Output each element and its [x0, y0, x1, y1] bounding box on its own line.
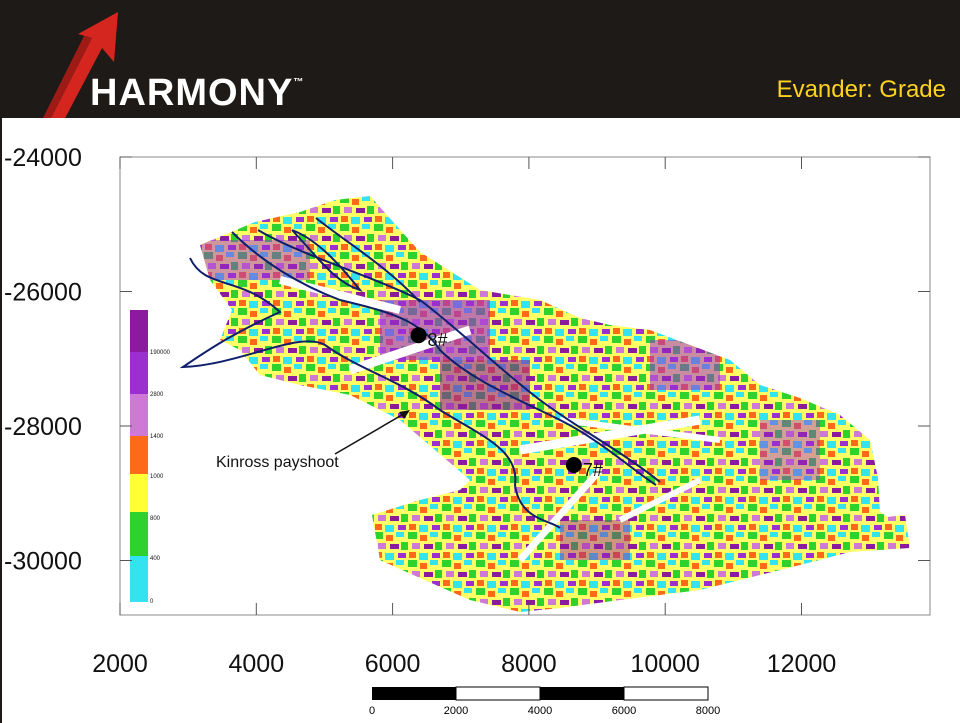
y-tick-label-1: -26000	[4, 279, 82, 307]
harmony-logo: HARMONY™	[90, 74, 304, 112]
legend-swatch-6	[130, 556, 148, 602]
legend-swatch-3	[130, 436, 148, 474]
y-axis: -24000 -26000 -28000 -30000	[4, 144, 930, 576]
x-tick-label-2: 6000	[365, 650, 421, 678]
y-tick-label-0: -24000	[4, 144, 82, 172]
logo-trademark: ™	[293, 77, 305, 88]
legend-label-0: 190000	[150, 350, 171, 356]
slide-title: Evander: Grade	[776, 76, 946, 103]
shaft-marker-0	[410, 327, 427, 344]
logo-wordmark: HARMONY	[90, 72, 294, 114]
legend-label-6: 0	[150, 599, 154, 605]
scale-label-3: 6000	[612, 705, 636, 717]
legend-swatch-0	[130, 310, 148, 352]
x-tick-label-5: 12000	[767, 650, 837, 678]
shafts: 8# 7#	[410, 327, 603, 480]
harmony-arrow-icon	[43, 12, 118, 118]
grade-map: 190000 2800 1400 1000 800 400 0 -24000-2…	[4, 144, 931, 717]
scale-label-1: 2000	[444, 705, 468, 717]
x-tick-label-4: 10000	[630, 650, 700, 678]
annotation-arrow	[334, 411, 408, 455]
legend-label-5: 400	[150, 556, 161, 562]
y-tick-label-2: -28000	[4, 413, 82, 441]
payshoot-outline	[179, 217, 661, 529]
scale-label-4: 8000	[696, 705, 720, 717]
legend-label-3: 1000	[150, 474, 164, 480]
x-tick-label-3: 8000	[501, 650, 557, 678]
scale-seg-1	[372, 687, 456, 700]
legend-label-2: 1400	[150, 434, 164, 440]
shaft-marker-1	[565, 457, 582, 474]
legend-swatch-1	[130, 352, 148, 394]
scale-bar: 0 2000 4000 6000 8000	[369, 686, 720, 717]
left-border	[0, 118, 2, 723]
y-tick-label-3: -30000	[4, 548, 82, 576]
legend-swatch-2	[130, 394, 148, 436]
scale-seg-2	[455, 686, 541, 701]
scale-seg-4	[623, 686, 709, 701]
scale-seg-3	[540, 687, 624, 700]
header-band: HARMONY™ Evander: Grade	[0, 0, 960, 118]
x-axis: 2000 4000 6000 8000 10000 12000	[92, 157, 836, 678]
x-tick-label-0: 2000	[92, 650, 148, 678]
x-tick-label-1: 4000	[228, 650, 284, 678]
legend-swatch-4	[130, 474, 148, 512]
payshoot-annotation: Kinross payshoot	[216, 454, 339, 471]
grade-legend: 190000 2800 1400 1000 800 400 0	[130, 310, 171, 605]
legend-label-4: 800	[150, 516, 161, 522]
shaft-label-0: 8#	[427, 330, 447, 350]
legend-label-1: 2800	[150, 392, 164, 398]
scale-label-2: 4000	[528, 705, 552, 717]
legend-swatch-5	[130, 512, 148, 556]
shaft-label-1: 7#	[583, 460, 603, 480]
scale-label-0: 0	[369, 705, 375, 717]
